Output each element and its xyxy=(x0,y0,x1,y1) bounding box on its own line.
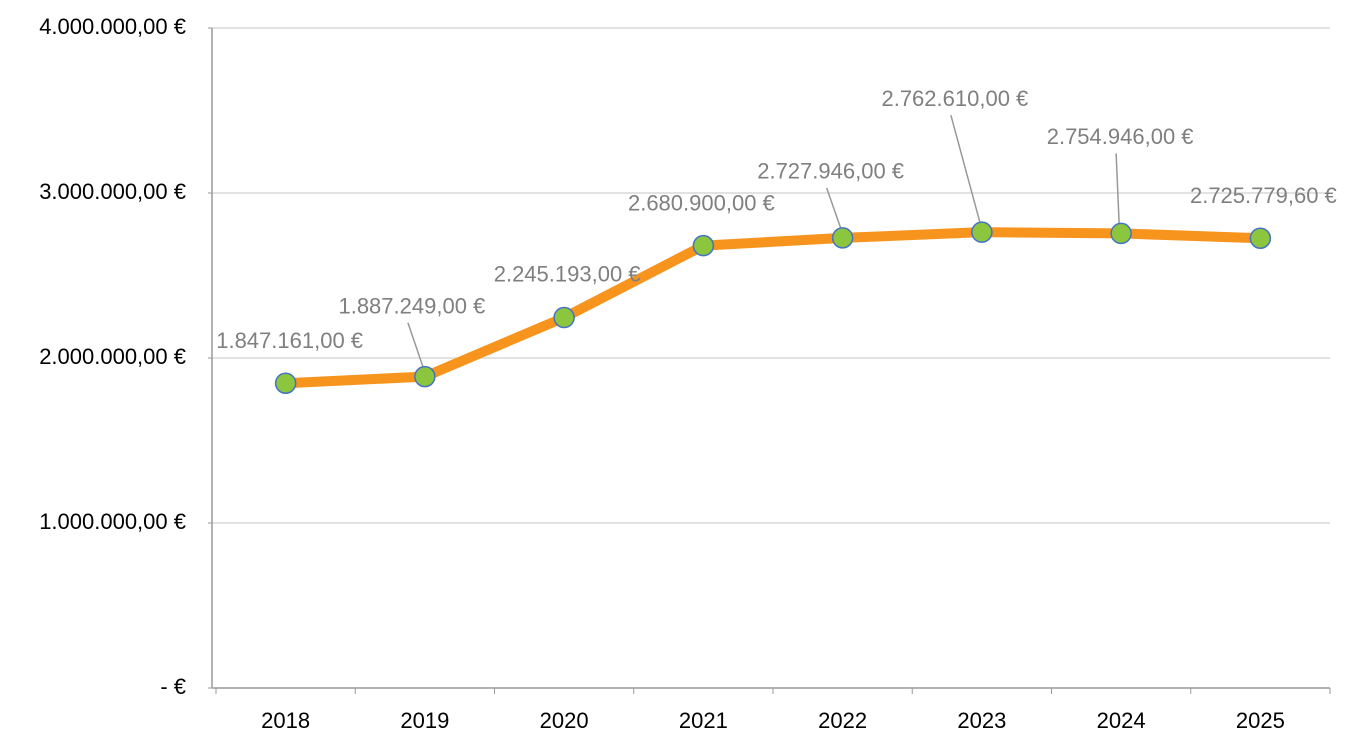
data-label: 2.680.900,00 € xyxy=(628,190,775,215)
leader-line xyxy=(825,187,842,229)
data-label: 2.245.193,00 € xyxy=(494,261,641,286)
data-label: 2.762.610,00 € xyxy=(881,86,1028,111)
data-label: 1.887.249,00 € xyxy=(338,293,485,318)
data-line xyxy=(280,227,1266,389)
x-tick-label: 2023 xyxy=(957,708,1006,733)
x-tick-label: 2025 xyxy=(1236,708,1285,733)
leader-line xyxy=(1115,153,1120,224)
data-point xyxy=(831,227,854,249)
data-point xyxy=(1249,227,1272,249)
data-point xyxy=(1110,222,1132,245)
data-point xyxy=(274,372,297,394)
x-tick-label: 2020 xyxy=(540,708,589,733)
data-label: 2.754.946,00 € xyxy=(1047,124,1194,149)
data-point xyxy=(692,234,715,257)
y-tick-label: 3.000.000,00 € xyxy=(39,179,186,204)
leader-line xyxy=(950,114,981,223)
x-tick-label: 2022 xyxy=(818,708,867,733)
x-tick-label: 2019 xyxy=(400,708,449,733)
x-tick-label: 2024 xyxy=(1097,708,1146,733)
data-label: 2.725.779,60 € xyxy=(1190,183,1337,208)
leader-line xyxy=(407,322,424,367)
data-point xyxy=(414,365,436,388)
y-tick-label: 1.000.000,00 € xyxy=(39,509,186,534)
data-point xyxy=(553,306,575,329)
x-tick-label: 2021 xyxy=(679,708,728,733)
y-tick-label: 2.000.000,00 € xyxy=(39,344,186,369)
y-tick-label: 4.000.000,00 € xyxy=(39,14,186,39)
data-label: 1.847.161,00 € xyxy=(216,328,363,353)
x-tick-label: 2018 xyxy=(261,708,310,733)
data-point xyxy=(971,221,993,243)
data-label: 2.727.946,00 € xyxy=(757,159,904,184)
y-tick-label: - € xyxy=(160,674,186,699)
